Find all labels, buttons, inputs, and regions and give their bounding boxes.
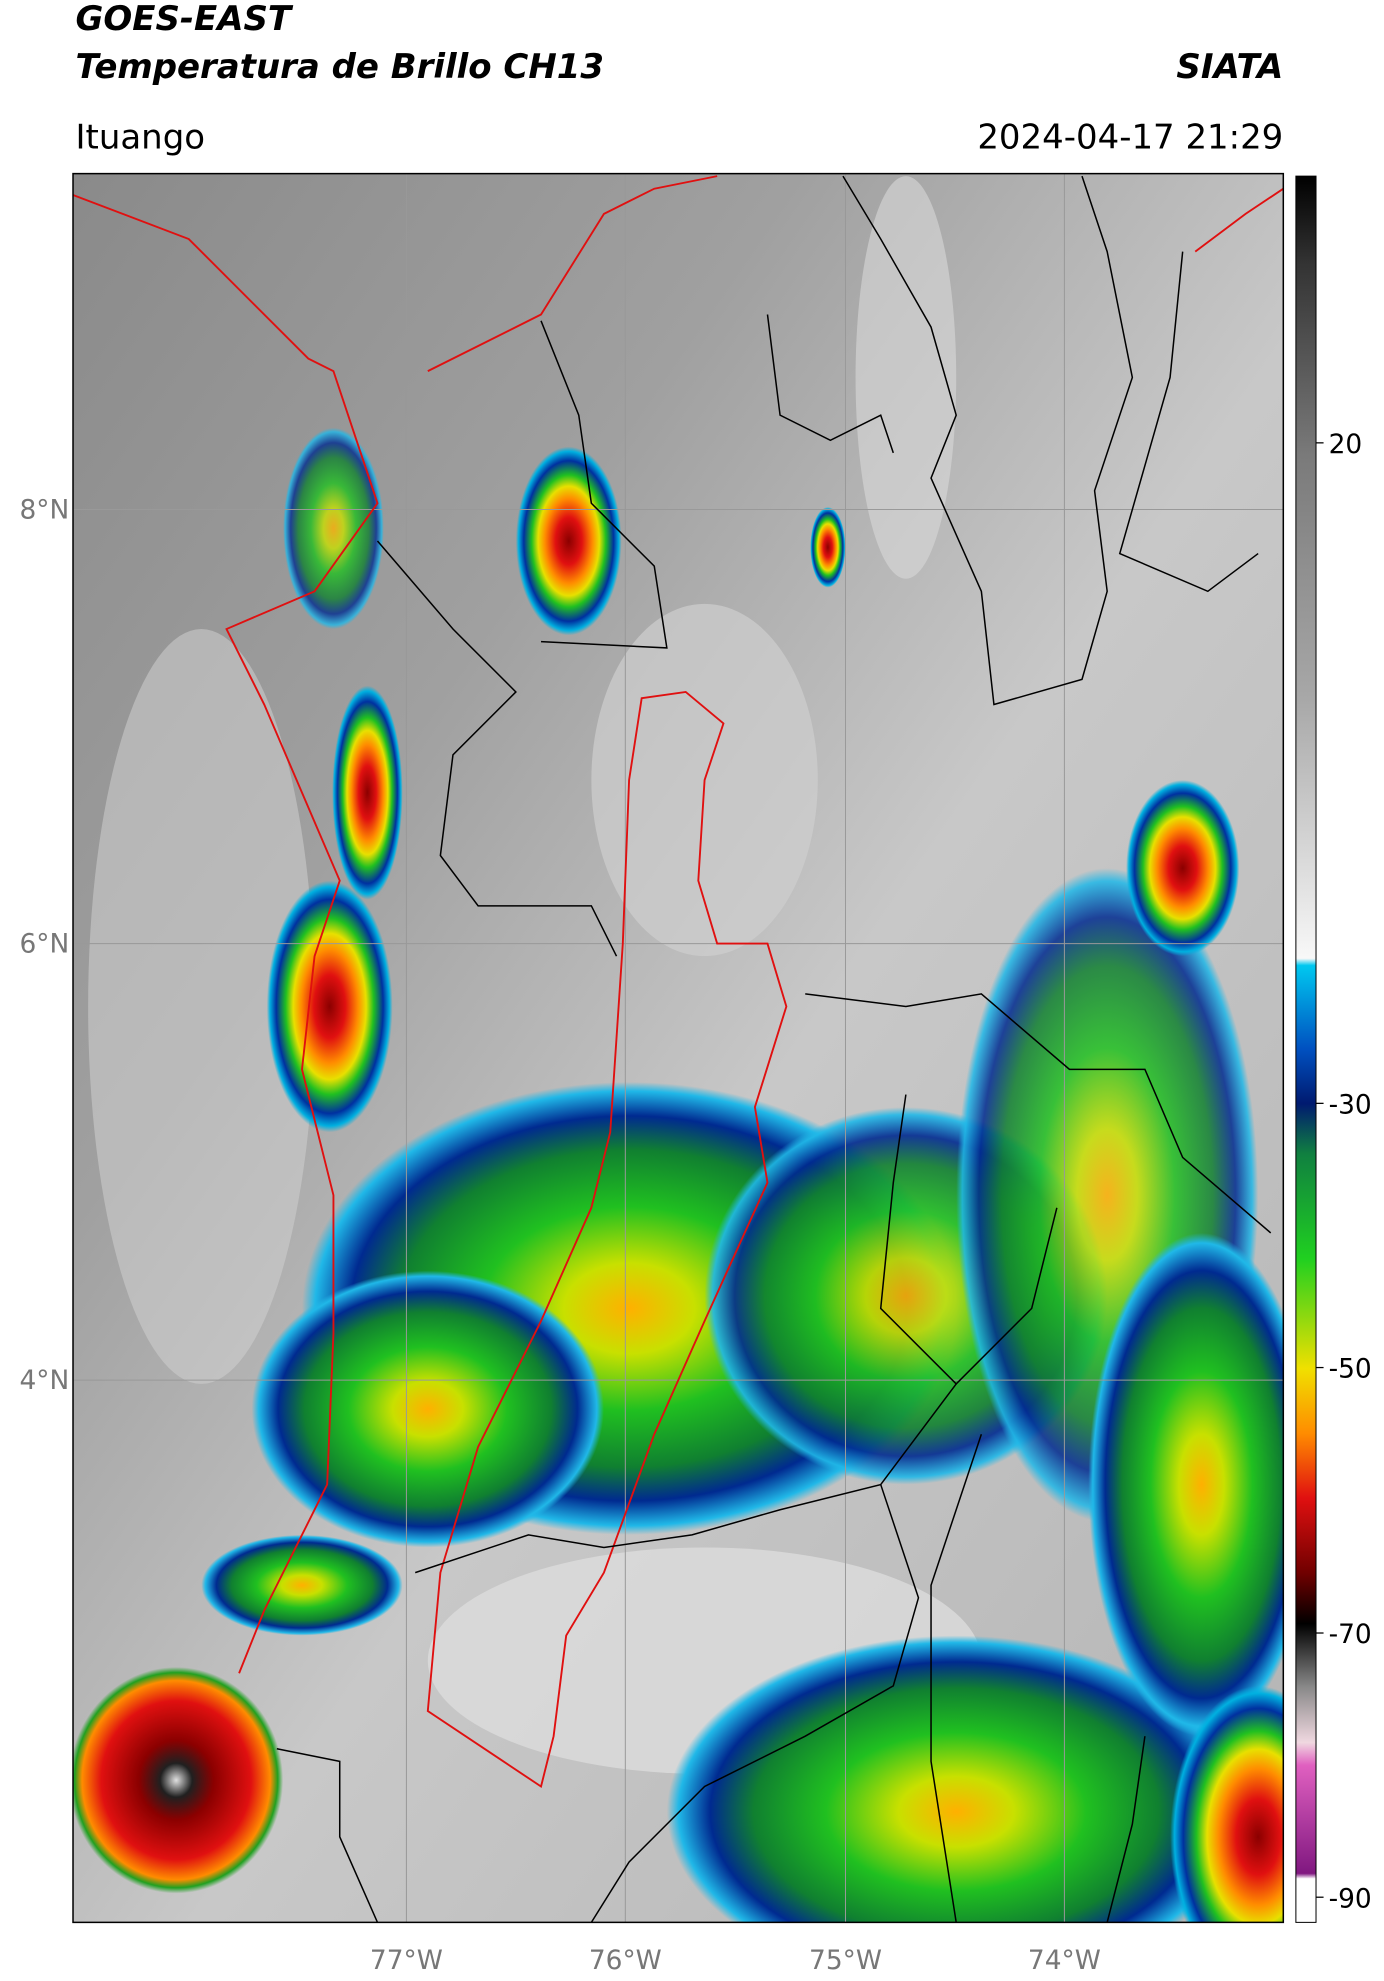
longitude-label: 76°W — [589, 1945, 662, 1976]
longitude-label: 74°W — [1028, 1945, 1101, 1976]
storm-cell — [1126, 780, 1240, 957]
storm-cell — [515, 446, 622, 636]
longitude-label: 77°W — [370, 1945, 443, 1976]
borders-black — [276, 175, 1272, 1923]
latitude-label: 6°N — [19, 928, 69, 959]
longitude-label: 75°W — [809, 1945, 882, 1976]
cloud-haze — [855, 176, 957, 579]
storm-cell — [266, 880, 393, 1133]
satellite-image — [73, 173, 1284, 1923]
latitude-label: 4°N — [19, 1365, 69, 1396]
title-line-2: Temperatura de Brillo CH13 — [76, 47, 604, 87]
colorbar-tick-label: 20 — [1329, 429, 1363, 460]
colorbar-tick-label: -50 — [1329, 1354, 1372, 1385]
datetime: 2024-04-17 21:29 — [977, 117, 1283, 157]
convective-area — [666, 1635, 1246, 1923]
map-frame — [72, 172, 1285, 1924]
storm-cell — [283, 427, 384, 630]
convective-area — [251, 1270, 604, 1548]
cloud-haze — [88, 629, 315, 1384]
borders-red — [73, 175, 1284, 1789]
storm-cell — [73, 1667, 284, 1894]
colorbar-ticks: 20 -30 -50 -70 -90 — [1316, 429, 1372, 1914]
brand: SIATA — [1176, 47, 1283, 87]
storm-cell — [810, 507, 846, 588]
graticule — [73, 173, 1284, 1923]
convective-area — [201, 1534, 403, 1636]
convective-area — [1088, 1233, 1284, 1737]
colorbar-tick-label: -30 — [1329, 1089, 1372, 1120]
storm-cell — [1170, 1685, 1284, 1923]
colorbar-tick-label: -90 — [1329, 1883, 1372, 1914]
title-line-1: GOES-EAST — [76, 0, 294, 39]
colorbar — [1295, 175, 1317, 1923]
location: Ituango — [76, 117, 206, 157]
colorbar-tick-label: -70 — [1329, 1619, 1372, 1650]
latitude-label: 8°N — [19, 494, 69, 525]
storm-cell — [332, 685, 403, 900]
